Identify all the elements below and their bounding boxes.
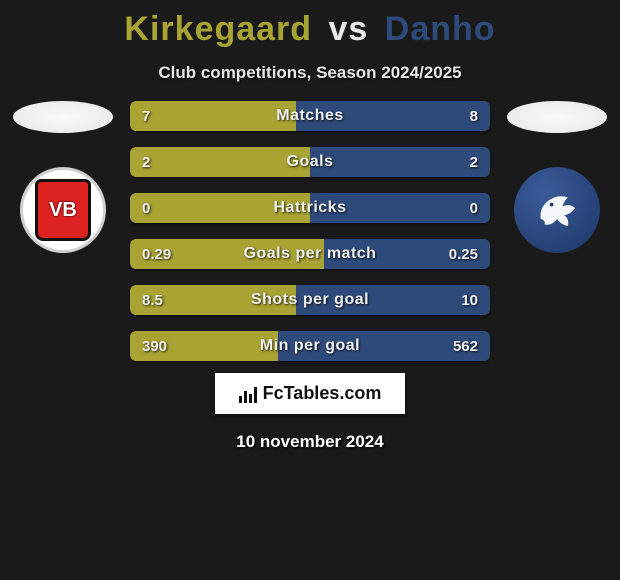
club-badge-right — [514, 167, 600, 253]
stat-bar: 7Matches8 — [130, 101, 490, 131]
stat-bar: 390Min per goal562 — [130, 331, 490, 361]
stat-right-value: 0 — [470, 193, 478, 223]
stat-bar: 2Goals2 — [130, 147, 490, 177]
subtitle: Club competitions, Season 2024/2025 — [158, 63, 461, 83]
stat-label: Goals — [130, 147, 490, 177]
club-badge-left: VB — [20, 167, 106, 253]
left-column: VB — [8, 101, 118, 253]
stat-bar: 0.29Goals per match0.25 — [130, 239, 490, 269]
stat-label: Shots per goal — [130, 285, 490, 315]
chart-icon — [239, 385, 257, 403]
stat-label: Min per goal — [130, 331, 490, 361]
stat-label: Hattricks — [130, 193, 490, 223]
player2-name: Danho — [385, 10, 496, 48]
club-badge-left-text: VB — [35, 179, 91, 241]
player2-silhouette — [507, 101, 607, 133]
stat-label: Goals per match — [130, 239, 490, 269]
stat-label: Matches — [130, 101, 490, 131]
stats-bars: 7Matches8 2Goals2 0Hattricks0 0.29Goals per… — [118, 101, 502, 361]
stat-right-value: 8 — [470, 101, 478, 131]
brand-badge: FcTables.com — [215, 373, 406, 414]
stat-right-value: 0.25 — [449, 239, 478, 269]
stat-right-value: 2 — [470, 147, 478, 177]
right-column — [502, 101, 612, 253]
club-badge-right-icon — [530, 183, 584, 237]
stat-bar: 0Hattricks0 — [130, 193, 490, 223]
player1-name: Kirkegaard — [124, 10, 312, 48]
stat-right-value: 10 — [461, 285, 478, 315]
stat-right-value: 562 — [453, 331, 478, 361]
comparison-card: Kirkegaard vs Danho Club competitions, S… — [0, 0, 620, 580]
date: 10 november 2024 — [236, 432, 383, 452]
title: Kirkegaard vs Danho — [124, 10, 495, 49]
brand-text: FcTables.com — [263, 383, 382, 404]
stat-bar: 8.5Shots per goal10 — [130, 285, 490, 315]
main-row: VB 7Matches8 2Goals2 0Hattricks0 0.29Goals … — [0, 101, 620, 361]
player1-silhouette — [13, 101, 113, 133]
vs-text: vs — [329, 10, 369, 48]
